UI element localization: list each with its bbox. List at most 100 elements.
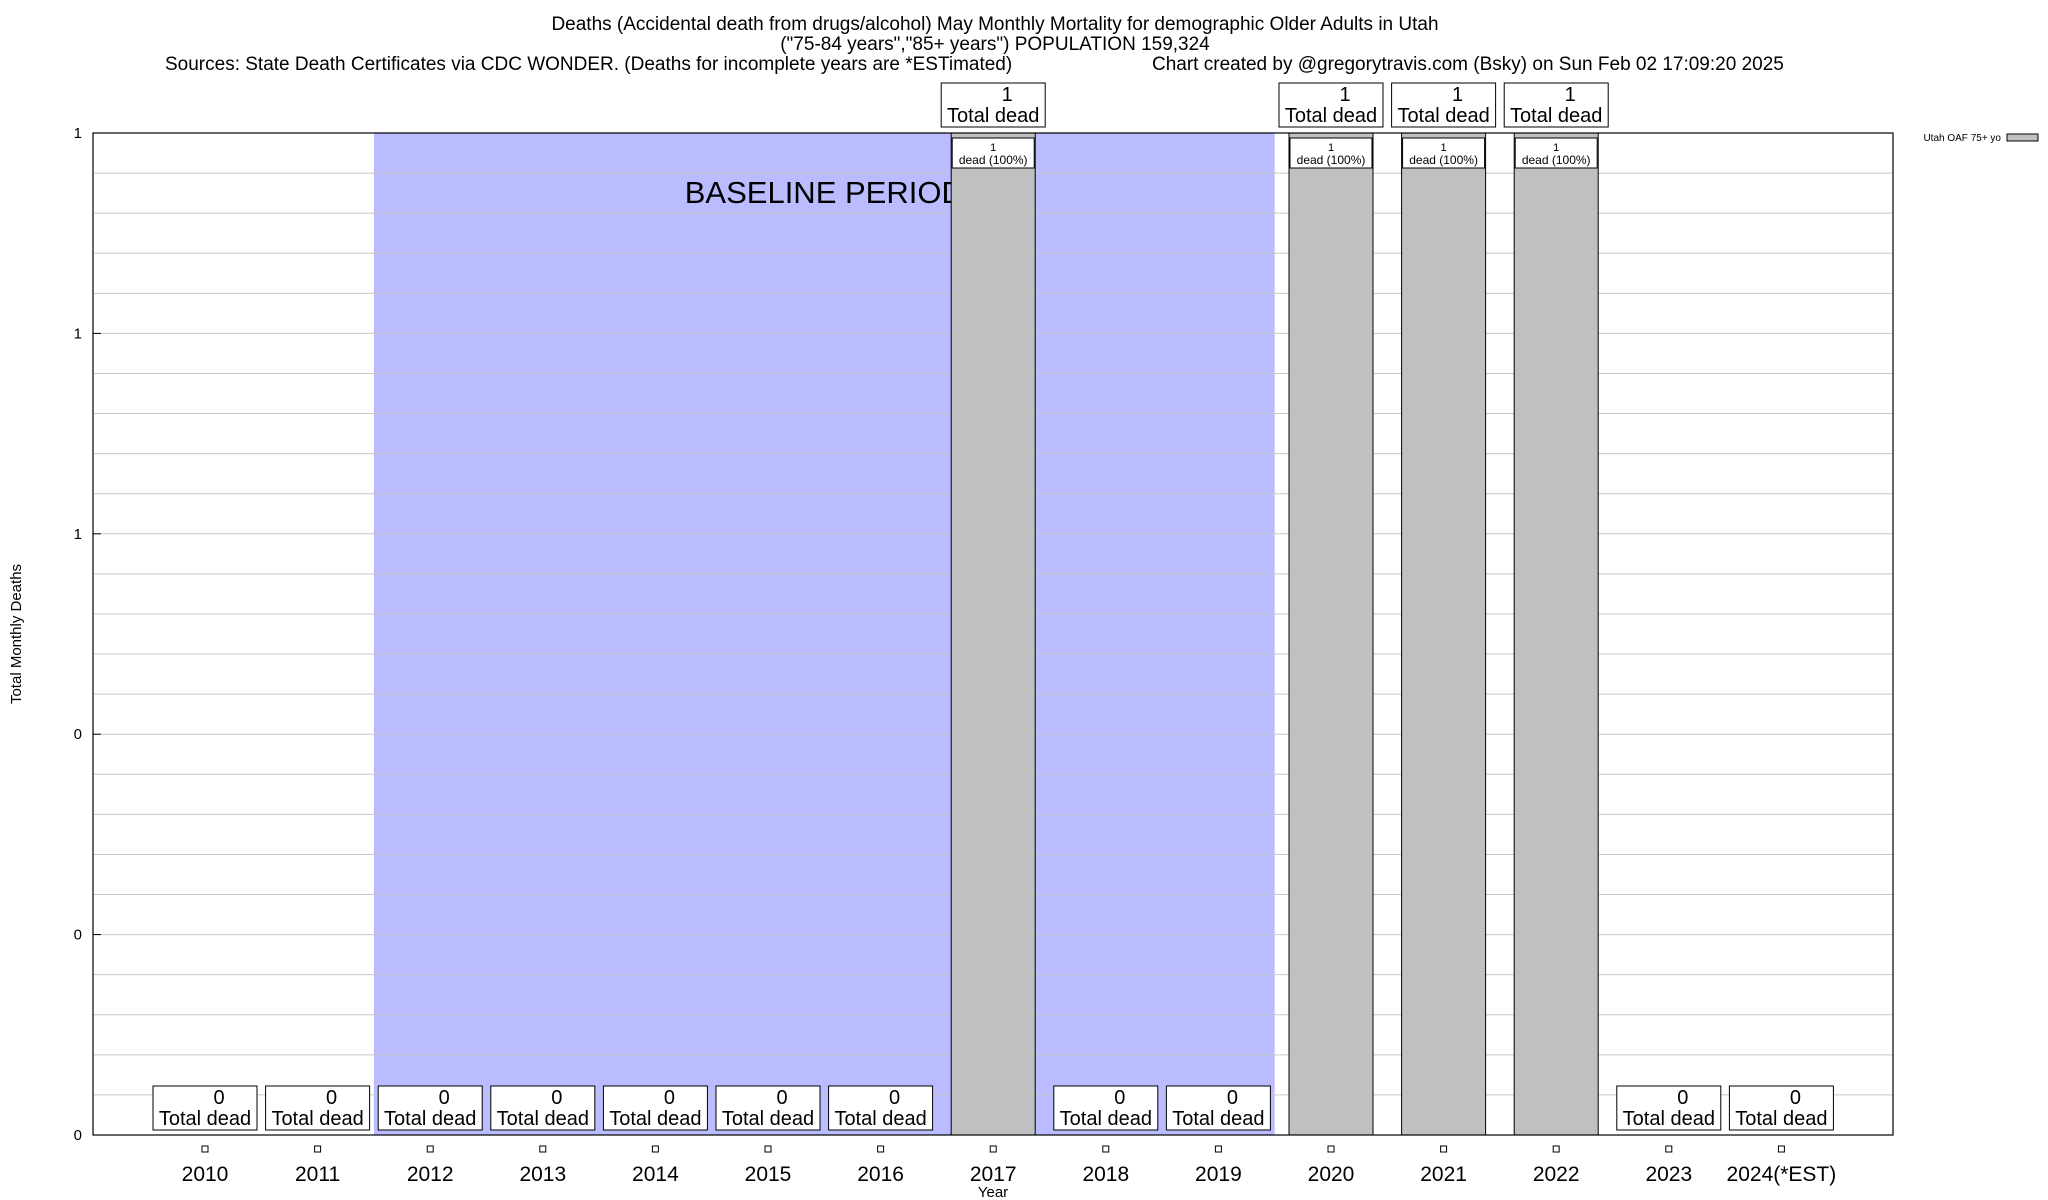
total-label-value: 0 xyxy=(551,1087,562,1109)
segment-label-text: dead (100%) xyxy=(1522,153,1591,167)
total-label-box xyxy=(490,1085,596,1131)
y-axis-label: Total Monthly Deaths xyxy=(8,564,25,704)
x-tick-mark xyxy=(651,1145,659,1153)
legend: Utah OAF 75+ yo xyxy=(1923,133,2039,144)
x-tick-label: 2023 xyxy=(1645,1163,1692,1186)
total-label-text: Total dead xyxy=(1623,1108,1715,1130)
x-tick-label: 2017 xyxy=(970,1163,1017,1186)
x-tick-mark xyxy=(539,1145,547,1153)
baseline-period-label: BASELINE PERIOD xyxy=(685,175,964,210)
total-label-box xyxy=(602,1085,708,1131)
total-label-value: 1 xyxy=(1565,84,1576,106)
x-tick-label: 2010 xyxy=(182,1163,229,1186)
total-label-box xyxy=(940,82,1046,128)
segment-label-box xyxy=(1514,137,1598,169)
total-label-box xyxy=(265,1085,371,1131)
x-tick-label: 2014 xyxy=(632,1163,679,1186)
total-label-value: 1 xyxy=(1452,84,1463,106)
total-label-text: Total dead xyxy=(1735,1108,1827,1130)
legend-swatch xyxy=(2006,133,2039,142)
x-axis-label: Year xyxy=(978,1184,1008,1200)
total-label-box xyxy=(828,1085,934,1131)
plot-frame xyxy=(92,132,1894,1136)
segment-label-box xyxy=(1289,137,1373,169)
total-label-box xyxy=(1616,1085,1722,1131)
total-label-value: 0 xyxy=(439,1087,450,1109)
total-label-box xyxy=(1278,82,1384,128)
total-label-value: 0 xyxy=(664,1087,675,1109)
segment-label-count: 1 xyxy=(1328,142,1334,154)
bar xyxy=(1288,132,1374,1136)
total-label-value: 0 xyxy=(326,1087,337,1109)
segment-label-count: 1 xyxy=(990,142,996,154)
segment-label-count: 1 xyxy=(1441,142,1447,154)
chart-title: Deaths (Accidental death from drugs/alco… xyxy=(551,14,1439,35)
x-tick-mark xyxy=(764,1145,772,1153)
x-tick-mark xyxy=(426,1145,434,1153)
x-tick-mark xyxy=(1327,1145,1335,1153)
y-tick-label: 0 xyxy=(74,927,82,944)
x-tick-mark xyxy=(314,1145,322,1153)
total-label-text: Total dead xyxy=(1285,105,1377,127)
total-label-text: Total dead xyxy=(1397,105,1489,127)
legend-entry-label: Utah OAF 75+ yo xyxy=(1923,133,2001,144)
y-tick-label: 1 xyxy=(74,125,82,142)
x-tick-label: 2024(*EST) xyxy=(1727,1163,1837,1186)
y-tick-label: 0 xyxy=(74,726,82,743)
bar xyxy=(1401,132,1487,1136)
total-label-text: Total dead xyxy=(947,105,1039,127)
total-label-box xyxy=(1728,1085,1834,1131)
x-tick-label: 2012 xyxy=(407,1163,454,1186)
chart-sources: Sources: State Death Certificates via CD… xyxy=(165,54,1013,75)
x-tick-mark xyxy=(1777,1145,1785,1153)
x-tick-mark xyxy=(1665,1145,1673,1153)
segment-label-box xyxy=(951,137,1035,169)
segment-label-text: dead (100%) xyxy=(1297,153,1366,167)
total-label-box xyxy=(1503,82,1609,128)
x-tick-label: 2021 xyxy=(1420,1163,1467,1186)
total-label-value: 0 xyxy=(1227,1087,1238,1109)
x-tick-label: 2018 xyxy=(1082,1163,1129,1186)
total-label-value: 1 xyxy=(1339,84,1350,106)
total-label-value: 0 xyxy=(1114,1087,1125,1109)
total-label-text: Total dead xyxy=(722,1108,814,1130)
segment-label-count: 1 xyxy=(1553,142,1559,154)
total-label-text: Total dead xyxy=(159,1108,251,1130)
total-label-value: 0 xyxy=(1677,1087,1688,1109)
segment-label-text: dead (100%) xyxy=(959,153,1028,167)
total-label-box xyxy=(1165,1085,1271,1131)
x-tick-mark xyxy=(1102,1145,1110,1153)
total-label-text: Total dead xyxy=(497,1108,589,1130)
total-label-text: Total dead xyxy=(1510,105,1602,127)
total-label-text: Total dead xyxy=(609,1108,701,1130)
x-tick-mark xyxy=(1440,1145,1448,1153)
x-tick-label: 2020 xyxy=(1308,1163,1355,1186)
total-label-box xyxy=(715,1085,821,1131)
total-label-value: 1 xyxy=(1002,84,1013,106)
total-label-value: 0 xyxy=(213,1087,224,1109)
y-tick-label: 1 xyxy=(74,325,82,342)
chart-credit: Chart created by @gregorytravis.com (Bsk… xyxy=(1152,54,1784,75)
x-tick-mark xyxy=(201,1145,209,1153)
x-tick-mark xyxy=(877,1145,885,1153)
total-label-text: Total dead xyxy=(1060,1108,1152,1130)
total-label-text: Total dead xyxy=(1172,1108,1264,1130)
y-tick-label: 1 xyxy=(74,526,82,543)
